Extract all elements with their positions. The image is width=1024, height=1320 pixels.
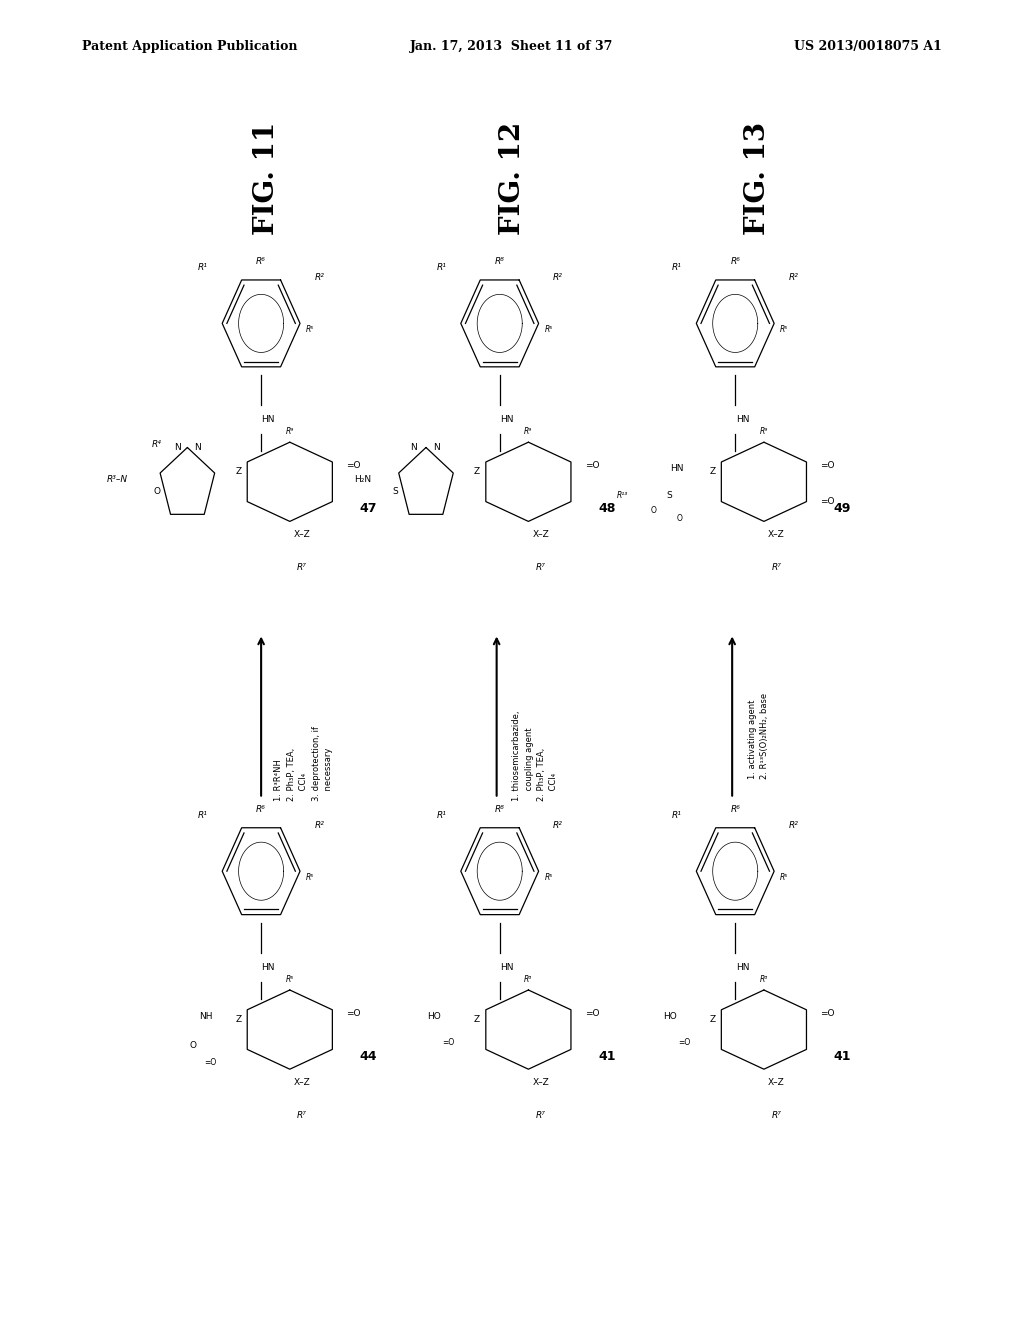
Text: R⁸: R⁸ [495, 257, 505, 265]
Text: O: O [154, 487, 160, 495]
Text: N: N [174, 444, 180, 451]
Text: Z: Z [236, 467, 242, 475]
Text: O: O [650, 507, 656, 515]
Text: 47: 47 [359, 502, 377, 515]
Text: HN: HN [500, 416, 514, 424]
Text: R⁷: R⁷ [536, 564, 546, 572]
Text: R⁵: R⁵ [306, 326, 314, 334]
Text: =O: =O [820, 462, 835, 470]
Text: R⁵: R⁵ [780, 874, 788, 882]
Text: =O: =O [820, 498, 835, 506]
Text: =O: =O [820, 1010, 835, 1018]
Text: R²: R² [314, 273, 325, 281]
Text: R⁵: R⁵ [306, 874, 314, 882]
Text: R⁷: R⁷ [297, 564, 307, 572]
Text: HN: HN [670, 465, 684, 473]
Text: R⁷: R⁷ [297, 1111, 307, 1119]
Text: X–Z: X–Z [768, 1078, 784, 1086]
Text: O: O [677, 515, 683, 523]
Text: R⁵: R⁵ [545, 874, 553, 882]
Text: FIG. 13: FIG. 13 [744, 121, 771, 235]
Text: X–Z: X–Z [294, 531, 310, 539]
Text: R⁶: R⁶ [730, 257, 740, 265]
Text: =O: =O [585, 462, 599, 470]
Text: R¹: R¹ [672, 812, 682, 820]
Text: 48: 48 [598, 502, 615, 515]
Text: N: N [433, 444, 439, 451]
Text: H₂N: H₂N [354, 475, 371, 483]
Text: HN: HN [735, 964, 750, 972]
Text: 49: 49 [834, 502, 851, 515]
Text: 41: 41 [598, 1049, 615, 1063]
Text: HN: HN [500, 964, 514, 972]
Text: R⁷: R⁷ [536, 1111, 546, 1119]
Text: =O: =O [346, 462, 360, 470]
Text: FIG. 11: FIG. 11 [253, 121, 280, 235]
Text: 1. R³R⁴NH
2. Ph₃P, TEA,
    CCl₄
3. deprotection, if
    necessary: 1. R³R⁴NH 2. Ph₃P, TEA, CCl₄ 3. deprotec… [274, 726, 334, 801]
Text: =O: =O [442, 1039, 455, 1047]
Text: R⁶: R⁶ [256, 805, 266, 813]
Text: X–Z: X–Z [768, 531, 784, 539]
Text: R⁸: R⁸ [495, 805, 505, 813]
Text: R¹: R¹ [436, 264, 446, 272]
Text: Z: Z [710, 1015, 716, 1023]
Text: R⁵: R⁵ [286, 975, 294, 983]
Text: R⁹: R⁹ [760, 428, 768, 436]
Text: Z: Z [710, 467, 716, 475]
Text: 41: 41 [834, 1049, 851, 1063]
Text: R¹: R¹ [672, 264, 682, 272]
Text: HN: HN [261, 964, 275, 972]
Text: R⁷: R⁷ [771, 1111, 781, 1119]
Text: 1. thiosemicarbazide,
    coupling agent
2. Ph₃P, TEA,
    CCl₄: 1. thiosemicarbazide, coupling agent 2. … [512, 710, 558, 801]
Text: R⁹: R⁹ [286, 428, 294, 436]
Text: Z: Z [474, 467, 480, 475]
Text: R⁴: R⁴ [152, 441, 162, 449]
Text: X–Z: X–Z [532, 531, 549, 539]
Text: R²: R² [788, 821, 799, 829]
Text: =O: =O [204, 1059, 216, 1067]
Text: R¹: R¹ [198, 812, 208, 820]
Text: Z: Z [236, 1015, 242, 1023]
Text: HN: HN [261, 416, 275, 424]
Text: R⁵: R⁵ [545, 326, 553, 334]
Text: Patent Application Publication: Patent Application Publication [82, 40, 297, 53]
Text: R¹: R¹ [436, 812, 446, 820]
Text: O: O [189, 1041, 196, 1049]
Text: R³–N: R³–N [108, 475, 128, 483]
Text: R²: R² [788, 273, 799, 281]
Text: R¹³: R¹³ [617, 491, 628, 499]
Text: R²: R² [553, 273, 563, 281]
Text: =O: =O [678, 1039, 690, 1047]
Text: 44: 44 [359, 1049, 377, 1063]
Text: R⁷: R⁷ [771, 564, 781, 572]
Text: NH: NH [199, 1012, 213, 1020]
Text: HO: HO [427, 1012, 441, 1020]
Text: N: N [411, 444, 417, 451]
Text: N: N [195, 444, 201, 451]
Text: 1. activating agent
2. R¹³S(O)₂NH₂, base: 1. activating agent 2. R¹³S(O)₂NH₂, base [748, 693, 769, 779]
Text: R⁶: R⁶ [760, 975, 768, 983]
Text: Z: Z [474, 1015, 480, 1023]
Text: R⁹: R⁹ [524, 428, 532, 436]
Text: HO: HO [663, 1012, 677, 1020]
Text: =O: =O [585, 1010, 599, 1018]
Text: R²: R² [553, 821, 563, 829]
Text: Jan. 17, 2013  Sheet 11 of 37: Jan. 17, 2013 Sheet 11 of 37 [411, 40, 613, 53]
Text: X–Z: X–Z [294, 1078, 310, 1086]
Text: US 2013/0018075 A1: US 2013/0018075 A1 [795, 40, 942, 53]
Text: S: S [667, 491, 673, 499]
Text: R²: R² [314, 821, 325, 829]
Text: S: S [392, 487, 398, 495]
Text: HN: HN [735, 416, 750, 424]
Text: R⁶: R⁶ [524, 975, 532, 983]
Text: R⁵: R⁵ [780, 326, 788, 334]
Text: =O: =O [346, 1010, 360, 1018]
Text: X–Z: X–Z [532, 1078, 549, 1086]
Text: R⁶: R⁶ [256, 257, 266, 265]
Text: FIG. 12: FIG. 12 [499, 121, 525, 235]
Text: R¹: R¹ [198, 264, 208, 272]
Text: R⁶: R⁶ [730, 805, 740, 813]
